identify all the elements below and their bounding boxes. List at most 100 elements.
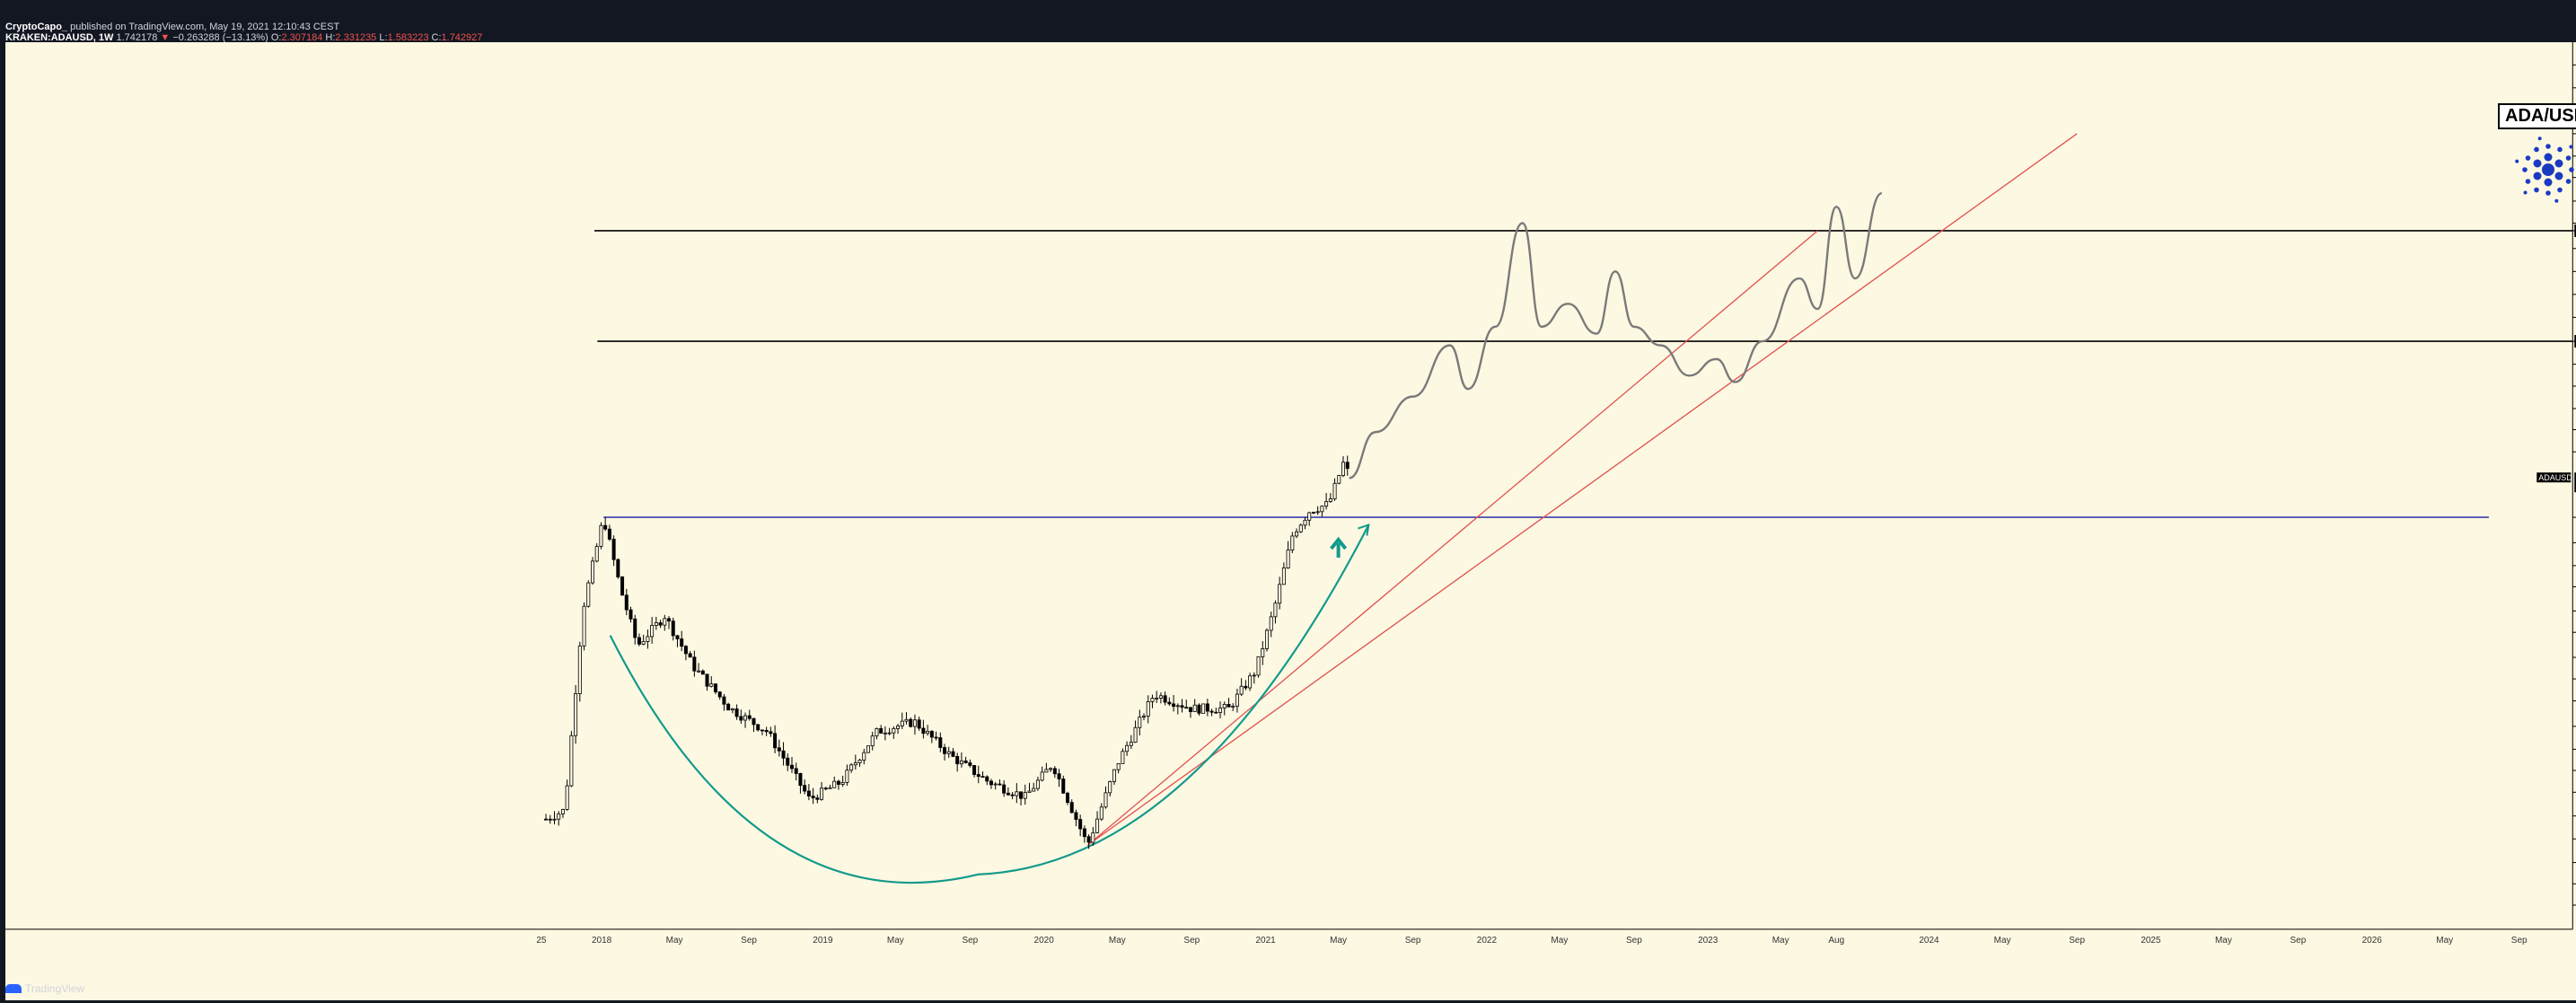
candle-body (828, 787, 832, 789)
time-tick-label: 2018 (592, 936, 612, 946)
symbol-label[interactable]: KRAKEN:ADAUSD, 1W (5, 32, 114, 43)
logo-dot (2533, 172, 2542, 180)
candle-body (862, 752, 866, 761)
time-tick-label: Sep (1183, 936, 1200, 946)
candle-body (752, 717, 756, 726)
logo-dot (2522, 167, 2528, 172)
logo-dot (2534, 146, 2539, 153)
candle-body (1061, 779, 1066, 794)
author-name[interactable]: CryptoCapo_ (5, 22, 68, 32)
candle-body (875, 727, 879, 737)
time-tick-label: 2023 (1698, 936, 1719, 946)
candle-body (1108, 781, 1112, 794)
candle-body (577, 645, 582, 694)
logo-dot (2545, 190, 2551, 196)
candle-body (959, 760, 963, 765)
trend-line (1086, 133, 2078, 846)
candle-body (1052, 768, 1057, 775)
candle-body (1222, 703, 1226, 708)
candle-body (1082, 828, 1086, 838)
candle-body (620, 576, 625, 596)
time-tick-label: Sep (1626, 936, 1642, 946)
candle-body (590, 560, 594, 584)
candle-body (629, 609, 633, 620)
candle-body (1099, 806, 1103, 820)
candle-body (976, 774, 980, 778)
logo-dot (2557, 187, 2563, 193)
candle-body (892, 727, 896, 734)
time-tick-label: 2020 (1034, 936, 1055, 946)
low-label: L: (379, 32, 388, 43)
candle-body (1269, 616, 1273, 631)
candle-body (985, 776, 989, 782)
logo-dot (2554, 172, 2563, 180)
candle-body (794, 768, 798, 774)
candle-body (560, 809, 565, 814)
logo-dot (2569, 145, 2573, 149)
symbol-badge-label: ADAUSD (2538, 473, 2572, 482)
candle-body (1116, 763, 1121, 770)
tradingview-brand[interactable]: TradingView (5, 982, 84, 995)
candle-body (1121, 751, 1125, 764)
candle-body (760, 729, 764, 732)
candle-body (671, 620, 675, 637)
candle-body (1332, 482, 1337, 500)
up-arrow-head (1330, 536, 1348, 550)
candle-body (586, 582, 591, 607)
candle-body (1040, 771, 1044, 781)
brand-name: TradingView (25, 982, 85, 995)
candle-body (548, 818, 552, 821)
candle-body (786, 757, 790, 766)
logo-dot (2565, 179, 2572, 184)
candle-body (594, 546, 599, 562)
candle-body (857, 760, 862, 763)
chart-header: CryptoCapo_ published on TradingView.com… (0, 21, 2576, 43)
candle-body (980, 776, 985, 779)
ada-usd-label: ADA/USD (2498, 103, 2576, 129)
cardano-logo-icon (2515, 136, 2574, 203)
candle-body (1328, 498, 1332, 503)
candle-body (1218, 707, 1223, 713)
candle-body (943, 747, 947, 754)
candle-body (1261, 648, 1265, 657)
candle-body (1133, 726, 1138, 743)
high-label: H: (325, 32, 336, 43)
candle-body (1235, 693, 1239, 707)
candle-body (624, 594, 629, 611)
curve-arrowhead (1358, 523, 1370, 536)
candle-body (938, 737, 943, 748)
candle-body (1290, 535, 1295, 550)
candle-body (832, 780, 837, 788)
candle-body (926, 730, 930, 735)
candle-body (616, 559, 620, 577)
candle-body (803, 785, 807, 792)
candle-body (726, 703, 731, 711)
candle-body (1069, 802, 1074, 814)
candle-body (934, 736, 938, 739)
low-value: 1.583223 (387, 32, 429, 43)
candle-body (968, 762, 972, 766)
candle-body (1252, 674, 1256, 677)
candle-body (845, 770, 849, 783)
logo-dot (2544, 153, 2553, 162)
candle-body (637, 637, 641, 645)
candle-body (1065, 792, 1069, 804)
candle-body (993, 783, 998, 786)
chart-area[interactable]: 320.000000240.000000180.000000135.000000… (5, 42, 2576, 1000)
candle-body (866, 745, 871, 753)
last-price-badge (2574, 472, 2576, 493)
price-chart[interactable]: 320.000000240.000000180.000000135.000000… (5, 42, 2576, 1000)
candle-body (1320, 506, 1324, 513)
candle-body (603, 524, 608, 530)
candle-body (781, 750, 786, 759)
candle-body (709, 683, 714, 687)
candle-body (929, 730, 934, 738)
candle-body (1256, 656, 1261, 676)
time-tick-label: 2024 (1919, 936, 1939, 946)
ohlc-legend: KRAKEN:ADAUSD, 1W 1.742178 ▼ −0.263288 (… (5, 32, 482, 43)
time-tick-label: Sep (741, 936, 757, 946)
candle-body (1027, 790, 1032, 793)
candle-body (1248, 675, 1253, 689)
candle-body (764, 729, 769, 733)
candle-body (1112, 769, 1116, 782)
